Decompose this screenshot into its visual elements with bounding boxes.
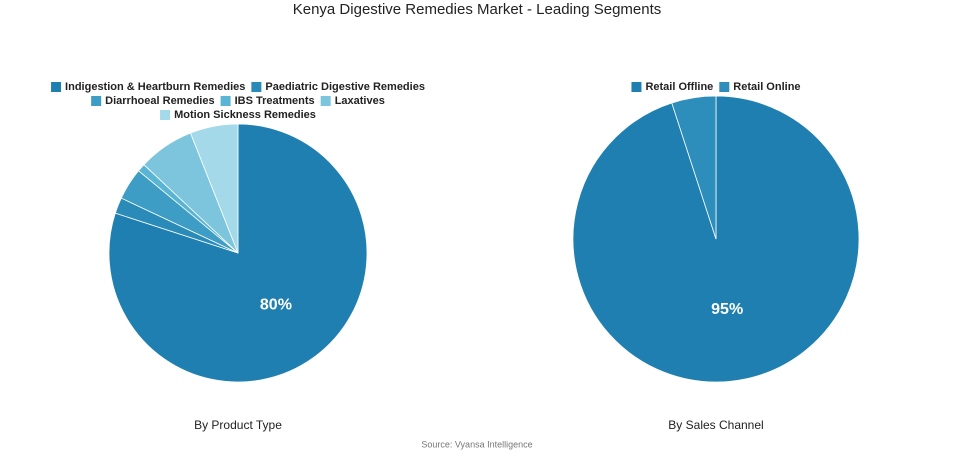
legend-swatch (160, 110, 171, 120)
legend-label: Retail Offline (645, 81, 713, 93)
legend-swatch (251, 82, 262, 92)
legend-item: IBS Treatments (220, 95, 315, 107)
legend-swatch (719, 82, 730, 92)
legend-item: Paediatric Digestive Remedies (251, 81, 425, 93)
legend-swatch (220, 96, 231, 106)
chart-subtitle: By Product Type (194, 418, 282, 432)
legend-swatch (631, 82, 642, 92)
legend-label: Paediatric Digestive Remedies (265, 81, 425, 93)
legend-label: IBS Treatments (235, 95, 315, 107)
chart-subtitle: By Sales Channel (668, 418, 763, 432)
legend-item: Retail Offline (631, 81, 713, 93)
source: Source: Vyansa Intelligence (421, 439, 532, 449)
legend-swatch (320, 96, 331, 106)
legend-swatch (91, 96, 102, 106)
legend-swatch (51, 82, 62, 92)
legend-label: Indigestion & Heartburn Remedies (65, 81, 245, 93)
slice-label: 95% (711, 301, 743, 318)
page-title: Kenya Digestive Remedies Market - Leadin… (293, 1, 662, 18)
legend-label: Motion Sickness Remedies (174, 109, 316, 121)
pie-slice (189, 123, 239, 254)
pie-slice (671, 95, 717, 240)
legend-item: Indigestion & Heartburn Remedies (51, 81, 245, 93)
legend-item: Retail Online (719, 81, 801, 93)
legend-label: Retail Online (733, 81, 800, 93)
legend-label: Laxatives (335, 95, 385, 107)
slice-label: 80% (260, 296, 292, 313)
legend-item: Laxatives (320, 95, 385, 107)
legend-item: Diarrhoeal Remedies (91, 95, 215, 107)
legend-label: Diarrhoeal Remedies (105, 95, 214, 107)
legend-item: Motion Sickness Remedies (160, 109, 316, 121)
